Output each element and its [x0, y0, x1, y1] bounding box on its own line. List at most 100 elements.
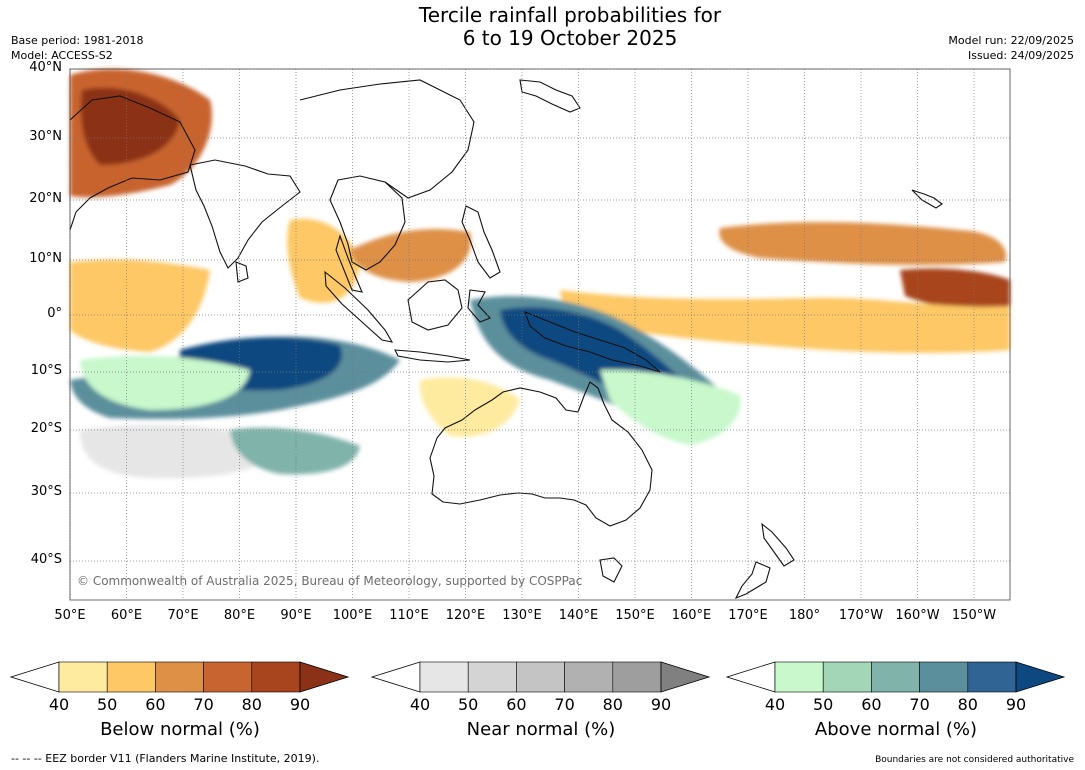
colorbar-tick-label: 80: [957, 695, 978, 714]
colorbar-left-arrow: [10, 661, 60, 693]
region-below-northwest-australia: [419, 377, 520, 437]
coastline-india: [189, 159, 301, 269]
colorbar-right-arrow: [1015, 661, 1066, 693]
region-below-iran-arabia: [80, 87, 180, 165]
colorbar-tick-label: 60: [506, 695, 527, 714]
lat-label: 30°N: [29, 129, 62, 144]
region-above-south-indian-ocean: [80, 355, 250, 410]
lon-label: 70°E: [167, 608, 199, 623]
lon-label: 180°: [788, 608, 821, 623]
below-normal-title: Below normal (%): [100, 719, 260, 740]
boundaries-note: Boundaries are not considered authoritat…: [875, 755, 1074, 765]
lon-label: 60°E: [110, 608, 143, 623]
title-line-1: Tercile rainfall probabilities for: [418, 3, 722, 27]
coastline-java: [394, 349, 471, 363]
colorbar-segment: [612, 661, 662, 693]
coastline-japan: [519, 79, 581, 113]
colorbar-segment: [564, 661, 614, 693]
region-below-central-pacific-north: [719, 222, 1007, 265]
coastline-sulawesi: [467, 289, 491, 323]
issued-date: Issued: 24/09/2025: [967, 49, 1074, 62]
colorbar-segment: [822, 661, 872, 693]
base-period: Base period: 1981-2018: [11, 34, 144, 47]
lon-label: 110°E: [389, 608, 429, 623]
lat-label: 20°S: [30, 421, 62, 436]
coastline-tasmania: [599, 557, 623, 583]
lon-label: 160°E: [671, 608, 712, 623]
colorbar-tick-label: 70: [554, 695, 575, 714]
coastline-malay-peninsula: [335, 234, 363, 293]
lon-label: 150°E: [615, 608, 655, 623]
lon-label: 100°E: [332, 608, 373, 623]
copyright-notice: © Commonwealth of Australia 2025, Bureau…: [77, 574, 583, 588]
colorbar-left-arrow: [726, 661, 776, 693]
lon-label: 150°W: [951, 608, 997, 623]
lon-label: 130°E: [502, 608, 542, 623]
colorbar-tick-label: 90: [650, 695, 672, 714]
colorbar-tick-label: 40: [764, 695, 786, 714]
lon-label: 140°E: [558, 608, 599, 623]
coastline-new-guinea: [524, 311, 661, 373]
lon-label: 80°E: [223, 608, 256, 623]
colorbar-segment: [106, 661, 156, 693]
coastline-china: [299, 79, 475, 199]
forecast-map: [69, 68, 1011, 601]
colorbar-left-arrow: [371, 661, 421, 693]
coastline-borneo: [407, 279, 463, 331]
colorbar-segment: [774, 661, 824, 693]
lon-label: 120°E: [445, 608, 486, 623]
eez-note: -- -- -- EEZ border V11 (Flanders Marine…: [11, 752, 320, 765]
lat-label: 40°N: [29, 60, 62, 75]
colorbar-tick-label: 40: [409, 695, 431, 714]
colorbar-right-arrow: [299, 661, 350, 693]
coastline-arabia-iran: [69, 95, 196, 231]
colorbar-segment: [467, 661, 517, 693]
coastline-new-zealand-north: [761, 522, 795, 567]
lat-label: 20°N: [29, 191, 62, 206]
map-title: Tercile rainfall probabilities for 6 to …: [0, 4, 1085, 50]
colorbar-segment: [419, 661, 469, 693]
lat-label: 0°: [47, 306, 62, 321]
lat-label: 10°N: [29, 251, 62, 266]
colorbar-right-arrow: [660, 661, 711, 693]
lat-label: 30°S: [30, 484, 62, 499]
run-info: Model run: 22/09/2025 Issued: 24/09/2025: [948, 33, 1074, 63]
model-info: Base period: 1981-2018 Model: ACCESS-S2: [11, 33, 143, 63]
colorbar-segment: [919, 661, 969, 693]
above-normal-title: Above normal (%): [814, 719, 978, 740]
region-near-central-indian-ocean: [80, 425, 280, 479]
colorbar-segment: [58, 661, 108, 693]
coastline-sri-lanka: [235, 261, 249, 283]
colorbar-tick-label: 90: [289, 695, 311, 714]
coastline-australia: [429, 381, 653, 527]
colorbar-segment: [203, 661, 253, 693]
region-below-equatorial-pacific: [560, 290, 1010, 353]
lon-label: 170°E: [728, 608, 768, 623]
colorbar-tick-label: 40: [48, 695, 70, 714]
colorbar-segment: [155, 661, 204, 693]
coastline-sumatra: [324, 270, 394, 343]
colorbar-tick-label: 60: [145, 695, 166, 714]
map-frame: [69, 68, 1011, 601]
colorbar-tick-label: 70: [909, 695, 930, 714]
region-above-coral-sea: [600, 369, 741, 445]
lon-label: 170°W: [838, 608, 884, 623]
near-normal-title: Near normal (%): [466, 719, 616, 740]
colorbar-tick-label: 90: [1005, 695, 1027, 714]
region-above-south-indian-ocean: [230, 427, 360, 475]
colorbar-tick-label: 60: [861, 695, 882, 714]
model-run: Model run: 22/09/2025: [948, 34, 1074, 47]
lon-label: 90°E: [280, 608, 312, 623]
colorbar-tick-label: 50: [813, 695, 834, 714]
colorbar-segment: [516, 661, 565, 693]
lat-label: 10°S: [30, 363, 62, 378]
colorbar-tick-label: 80: [602, 695, 623, 714]
colorbar-segment: [871, 661, 920, 693]
lon-label: 50°E: [54, 608, 86, 623]
colorbar-near-normal: [371, 661, 711, 693]
coastline-philippines: [461, 205, 501, 279]
coastline-new-zealand-south: [734, 561, 771, 600]
region-below-western-indian-ocean: [70, 259, 210, 352]
colorbar-above-normal: [726, 661, 1066, 693]
colorbar-tick-label: 50: [458, 695, 479, 714]
